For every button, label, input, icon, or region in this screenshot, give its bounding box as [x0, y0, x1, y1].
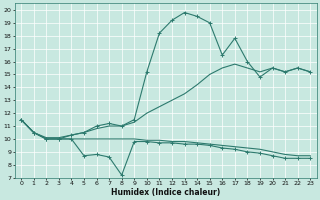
- X-axis label: Humidex (Indice chaleur): Humidex (Indice chaleur): [111, 188, 220, 197]
